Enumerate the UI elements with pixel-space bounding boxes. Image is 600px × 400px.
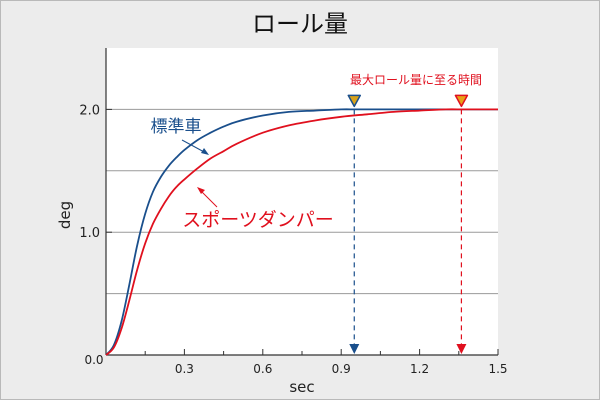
series-line-0: [105, 108, 498, 356]
x-tick-label: 0.6: [253, 362, 272, 376]
series-line-1: [105, 108, 498, 356]
series-label-standard-pointer: [181, 139, 207, 154]
plot-area: [106, 48, 498, 355]
x-tick-label: 1.5: [488, 362, 507, 376]
x-tick-label: 0.3: [175, 362, 194, 376]
series-label-sport: スポーツダンパー: [182, 209, 334, 231]
chart-title: ロール量: [252, 10, 348, 38]
y-tick-label: 1.0: [79, 226, 100, 241]
y-axis-label: deg: [56, 201, 74, 229]
y-tick-label: 2.0: [79, 103, 100, 118]
time-markers: [347, 94, 469, 354]
y-ticks: 1.0 2.0: [79, 103, 112, 241]
x-ticks: 0.3 0.6 0.9 1.2 1.5: [144, 349, 508, 376]
marker-arrowhead-1: [456, 344, 467, 354]
marker-triangle-0: [347, 94, 362, 108]
origin-label: 0.0: [84, 353, 103, 367]
x-axis-label: sec: [289, 378, 314, 396]
series-label-standard: 標準車: [151, 117, 202, 137]
series-label-sport-arrowhead: [197, 187, 205, 194]
series-lines: [105, 108, 498, 356]
marker-caption: 最大ロール量に至る時間: [350, 73, 482, 87]
series-label-standard-arrowhead: [201, 148, 209, 155]
series-label-sport-pointer: [199, 189, 218, 208]
x-tick-label: 0.9: [332, 362, 351, 376]
marker-arrowhead-0: [349, 344, 360, 354]
x-tick-label: 1.2: [410, 362, 429, 376]
marker-triangle-1: [454, 94, 469, 108]
